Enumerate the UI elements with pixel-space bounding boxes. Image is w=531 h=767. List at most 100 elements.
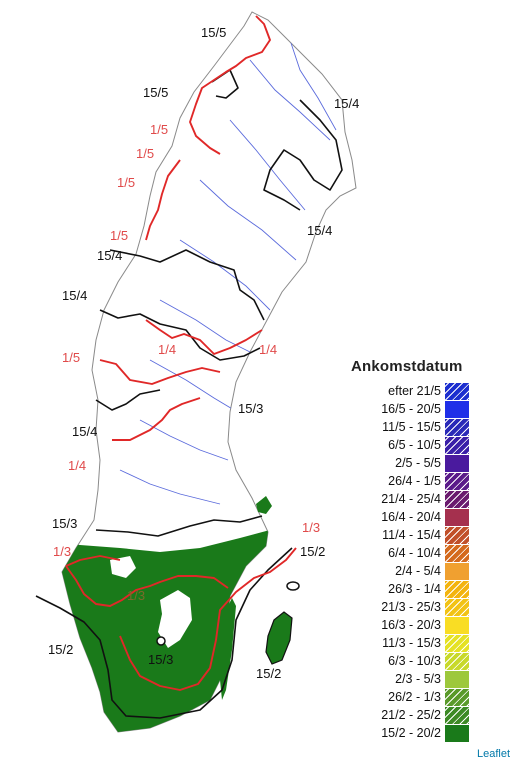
legend-row: 26/4 - 1/5 (349, 472, 469, 490)
stockholm-patch (256, 496, 272, 514)
legend-label: 6/4 - 10/4 (388, 546, 441, 560)
map-label: 1/3 (302, 520, 320, 535)
legend-swatch (445, 400, 469, 418)
legend-title: Ankomstdatum (351, 358, 463, 375)
legend-swatch (445, 436, 469, 454)
legend-swatch (445, 526, 469, 544)
map-label: 15/5 (201, 25, 226, 40)
map-label: 15/3 (148, 652, 173, 667)
legend-label: 21/3 - 25/3 (381, 600, 441, 614)
map-label: 1/5 (117, 175, 135, 190)
legend-label: efter 21/5 (388, 384, 441, 398)
legend-row: 21/3 - 25/3 (349, 598, 469, 616)
map-label: 15/5 (143, 85, 168, 100)
map-label: 15/4 (62, 288, 87, 303)
map-label: 15/4 (72, 424, 97, 439)
legend-label: 26/3 - 1/4 (388, 582, 441, 596)
island-outline (286, 581, 300, 591)
map-label: 1/5 (150, 122, 168, 137)
legend-label: 15/2 - 20/2 (381, 726, 441, 740)
legend-label: 16/3 - 20/3 (381, 618, 441, 632)
map-label: 1/5 (110, 228, 128, 243)
legend-label: 21/4 - 25/4 (381, 492, 441, 506)
leaflet-attribution-link[interactable]: Leaflet (476, 748, 510, 760)
lake-vanern (110, 556, 136, 578)
red-isolines (65, 15, 297, 691)
map-label: 15/3 (52, 516, 77, 531)
legend-label: 16/5 - 20/5 (381, 402, 441, 416)
legend-rows: efter 21/5 16/5 - 20/5 11/5 - 15/5 6/5 - 10… (349, 382, 469, 742)
legend-row: 16/5 - 20/5 (349, 400, 469, 418)
map-label: 1/5 (136, 146, 154, 161)
gotland-island (265, 611, 293, 665)
black-isolines (35, 69, 343, 719)
legend-row: 6/5 - 10/5 (349, 436, 469, 454)
legend-row: 16/4 - 20/4 (349, 508, 469, 526)
legend-row: 26/2 - 1/3 (349, 688, 469, 706)
legend-swatch (445, 454, 469, 472)
map-label: 15/4 (97, 248, 122, 263)
legend-row: 2/5 - 5/5 (349, 454, 469, 472)
lake-vattern (158, 590, 192, 648)
map-label: 15/2 (48, 642, 73, 657)
legend-label: 26/2 - 1/3 (388, 690, 441, 704)
legend-swatch (445, 490, 469, 508)
legend-label: 26/4 - 1/5 (388, 474, 441, 488)
legend-swatch (445, 706, 469, 724)
oland-island (220, 598, 236, 700)
legend-label: 6/3 - 10/3 (388, 654, 441, 668)
legend-swatch (445, 580, 469, 598)
legend-swatch (445, 508, 469, 526)
map-label: 15/3 (238, 401, 263, 416)
map-label: 1/4 (158, 342, 176, 357)
legend-label: 2/5 - 5/5 (395, 456, 441, 470)
legend-row: 2/4 - 5/4 (349, 562, 469, 580)
map-label: 15/4 (334, 96, 359, 111)
map-label: 1/4 (68, 458, 86, 473)
legend-label: 21/2 - 25/2 (381, 708, 441, 722)
legend-row: 16/3 - 20/3 (349, 616, 469, 634)
rivers (119, 39, 337, 505)
legend-label: 11/5 - 15/5 (382, 420, 441, 434)
map-label: 1/3 (127, 588, 145, 603)
legend-label: 11/4 - 15/4 (382, 528, 441, 542)
legend-row: efter 21/5 (349, 382, 469, 400)
legend-swatch (445, 562, 469, 580)
legend-swatch (445, 598, 469, 616)
legend-swatch (445, 544, 469, 562)
legend-swatch (445, 418, 469, 436)
legend-row: 21/4 - 25/4 (349, 490, 469, 508)
legend-label: 2/3 - 5/3 (395, 672, 441, 686)
legend-row: 2/3 - 5/3 (349, 670, 469, 688)
legend-label: 6/5 - 10/5 (388, 438, 441, 452)
bottom-border (0, 763, 531, 767)
legend-swatch (445, 688, 469, 706)
legend-row: 11/4 - 15/4 (349, 526, 469, 544)
legend-swatch (445, 634, 469, 652)
legend-row: 15/2 - 20/2 (349, 724, 469, 742)
map-label: 15/4 (307, 223, 332, 238)
legend-swatch (445, 472, 469, 490)
map-label: 15/2 (300, 544, 325, 559)
legend-swatch (445, 670, 469, 688)
legend-row: 11/5 - 15/5 (349, 418, 469, 436)
legend-label: 16/4 - 20/4 (381, 510, 441, 524)
legend-row: 11/3 - 15/3 (349, 634, 469, 652)
legend-swatch (445, 382, 469, 400)
map-label: 1/4 (259, 342, 277, 357)
legend-label: 2/4 - 5/4 (395, 564, 441, 578)
legend-swatch (445, 724, 469, 742)
legend-row: 6/4 - 10/4 (349, 544, 469, 562)
map-label: 1/5 (62, 350, 80, 365)
map-label: 1/3 (53, 544, 71, 559)
lake-small (156, 636, 166, 646)
legend-label: 11/3 - 15/3 (382, 636, 441, 650)
legend: Ankomstdatum efter 21/5 16/5 - 20/5 11/5 -… (349, 358, 469, 742)
map-label: 15/2 (256, 666, 281, 681)
legend-row: 26/3 - 1/4 (349, 580, 469, 598)
legend-swatch (445, 652, 469, 670)
legend-row: 6/3 - 10/3 (349, 652, 469, 670)
legend-swatch (445, 616, 469, 634)
legend-row: 21/2 - 25/2 (349, 706, 469, 724)
